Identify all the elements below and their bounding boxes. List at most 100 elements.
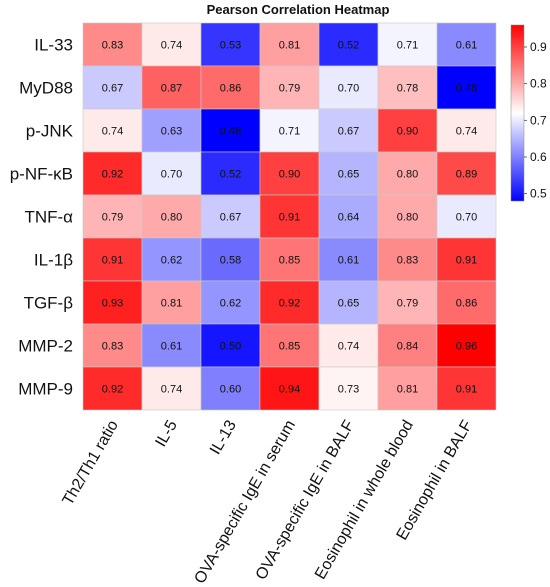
cell-value-label: 0.65 xyxy=(338,169,359,181)
heatmap-cell xyxy=(200,280,261,325)
colorbar-gradient xyxy=(510,24,525,202)
cell-value-label: 0.79 xyxy=(102,212,123,224)
cell-value-label: 0.92 xyxy=(279,298,300,310)
row-label: IL-1β xyxy=(34,251,73,270)
heatmap-cell xyxy=(259,323,320,368)
cell-value-label: 0.58 xyxy=(220,255,241,267)
cell-value-label: 0.50 xyxy=(220,341,241,353)
cell-value-label: 0.71 xyxy=(397,40,418,52)
heatmap-cell xyxy=(377,366,438,411)
cell-value-label: 0.48 xyxy=(456,83,477,95)
heatmap-cell xyxy=(82,366,143,411)
cell-value-label: 0.70 xyxy=(161,169,182,181)
row-label: TNF-α xyxy=(24,208,73,227)
cell-value-label: 0.85 xyxy=(279,255,300,267)
cell-value-label: 0.74 xyxy=(338,341,359,353)
cell-value-label: 0.85 xyxy=(279,341,300,353)
cell-value-label: 0.83 xyxy=(102,341,123,353)
row-label: MMP-9 xyxy=(18,380,73,399)
cell-value-label: 0.73 xyxy=(338,384,359,396)
heatmap-cell xyxy=(377,151,438,196)
heatmap-cell xyxy=(259,108,320,153)
cell-value-label: 0.83 xyxy=(102,40,123,52)
cell-value-label: 0.61 xyxy=(161,341,182,353)
column-label: OVA-specific IgE in BALF xyxy=(253,417,358,583)
cell-value-label: 0.70 xyxy=(338,83,359,95)
heatmap-cell xyxy=(200,237,261,282)
cell-value-label: 0.79 xyxy=(279,83,300,95)
cell-value-label: 0.74 xyxy=(161,384,182,396)
cell-value-label: 0.60 xyxy=(220,384,241,396)
cell-value-label: 0.92 xyxy=(102,384,123,396)
heatmap-cell xyxy=(200,22,261,67)
cell-value-label: 0.80 xyxy=(397,169,418,181)
heatmap-cell xyxy=(318,108,379,153)
column-label: IL-5 xyxy=(152,417,181,449)
heatmap-cell xyxy=(318,22,379,67)
heatmap-cell xyxy=(377,280,438,325)
column-label: IL-13 xyxy=(207,417,240,457)
cell-value-label: 0.90 xyxy=(397,126,418,138)
cell-value-label: 0.91 xyxy=(279,212,300,224)
cell-value-label: 0.65 xyxy=(338,298,359,310)
heatmap-cell xyxy=(82,65,143,110)
cell-value-label: 0.74 xyxy=(161,40,182,52)
colorbar-tick-label: 0.5 xyxy=(530,187,547,201)
heatmap-cell xyxy=(259,151,320,196)
cell-value-label: 0.92 xyxy=(102,169,123,181)
heatmap-cell xyxy=(377,108,438,153)
heatmap-cell xyxy=(200,65,261,110)
cell-value-label: 0.81 xyxy=(279,40,300,52)
heatmap-cell xyxy=(377,323,438,368)
heatmap-cell xyxy=(377,65,438,110)
cell-value-label: 0.70 xyxy=(456,212,477,224)
cell-value-label: 0.67 xyxy=(102,83,123,95)
cell-value-label: 0.93 xyxy=(102,298,123,310)
cell-value-label: 0.94 xyxy=(279,384,300,396)
heatmap-cell xyxy=(436,280,497,325)
heatmap-cell xyxy=(318,65,379,110)
cell-value-label: 0.84 xyxy=(397,341,418,353)
cell-value-label: 0.80 xyxy=(161,212,182,224)
heatmap-cell xyxy=(436,65,497,110)
heatmap-cell xyxy=(141,323,202,368)
heatmap-cell xyxy=(82,22,143,67)
colorbar-tick-label: 0.6 xyxy=(530,150,547,164)
cell-value-label: 0.91 xyxy=(456,384,477,396)
cell-value-label: 0.91 xyxy=(456,255,477,267)
colorbar-tick-label: 0.7 xyxy=(530,113,547,127)
cell-value-label: 0.86 xyxy=(220,83,241,95)
heatmap-cell xyxy=(259,280,320,325)
cell-value-label: 0.61 xyxy=(338,255,359,267)
heatmap-cell xyxy=(318,237,379,282)
cell-value-label: 0.89 xyxy=(456,169,477,181)
cell-value-label: 0.62 xyxy=(161,255,182,267)
heatmap-cell xyxy=(436,237,497,282)
heatmap-cell xyxy=(141,151,202,196)
heatmap-cell xyxy=(82,194,143,239)
heatmap-cell xyxy=(82,237,143,282)
cell-value-label: 0.81 xyxy=(397,384,418,396)
heatmap-cell xyxy=(82,280,143,325)
cell-value-label: 0.96 xyxy=(456,341,477,353)
cell-value-label: 0.78 xyxy=(397,83,418,95)
cell-value-label: 0.61 xyxy=(456,40,477,52)
heatmap-cell xyxy=(436,366,497,411)
heatmap-cell xyxy=(318,280,379,325)
cell-value-label: 0.81 xyxy=(161,298,182,310)
cell-value-label: 0.67 xyxy=(220,212,241,224)
cell-value-label: 0.74 xyxy=(456,126,477,138)
row-label: MyD88 xyxy=(19,79,73,98)
cell-value-label: 0.86 xyxy=(456,298,477,310)
heatmap-cell xyxy=(141,237,202,282)
cell-value-label: 0.64 xyxy=(338,212,359,224)
colorbar-tick-label: 0.9 xyxy=(530,40,547,54)
heatmap-cell xyxy=(141,108,202,153)
heatmap-cell xyxy=(259,366,320,411)
heatmap-cell xyxy=(436,194,497,239)
cell-value-label: 0.63 xyxy=(161,126,182,138)
colorbar-tick-label: 0.8 xyxy=(530,77,547,91)
heatmap-cell xyxy=(377,22,438,67)
row-label: p-NF-κB xyxy=(10,165,73,184)
